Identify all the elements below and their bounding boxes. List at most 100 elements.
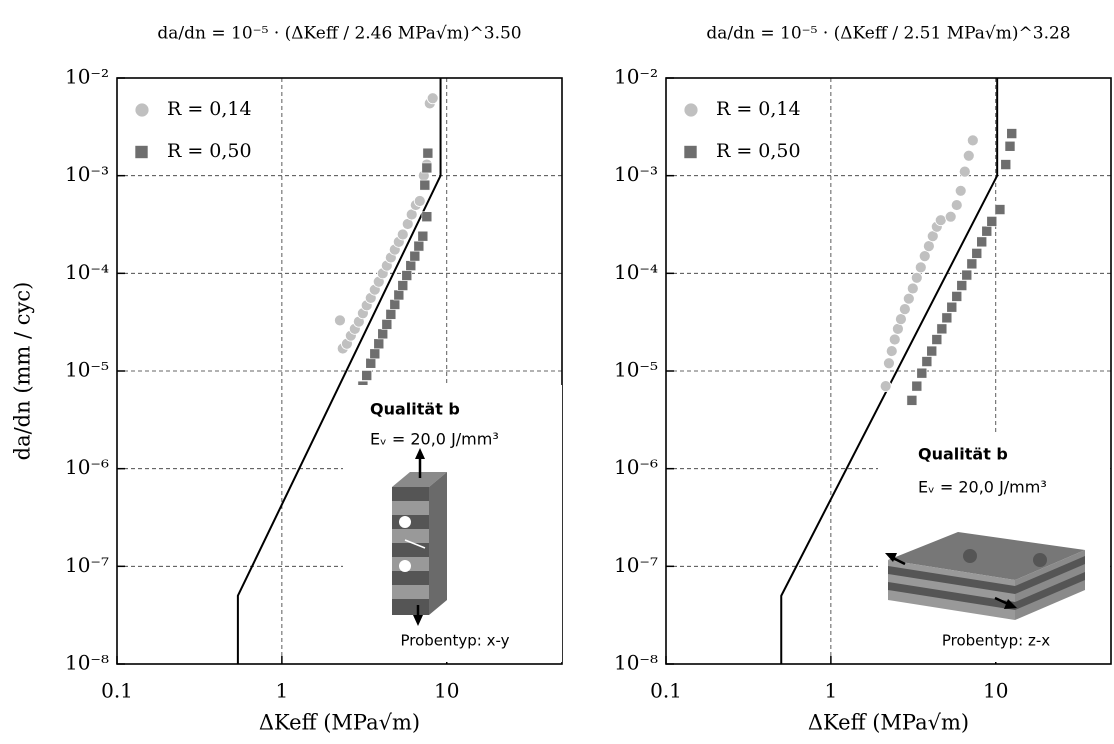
point bbox=[956, 280, 968, 291]
y-tick-label: 10⁻⁸ bbox=[614, 651, 658, 675]
y-tick-label: 10⁻³ bbox=[614, 162, 658, 186]
inset-energy: Eᵥ = 20,0 J/mm³ bbox=[918, 478, 1047, 497]
point bbox=[413, 195, 426, 207]
point bbox=[910, 271, 923, 284]
inset-box bbox=[343, 385, 1110, 662]
point bbox=[1006, 128, 1018, 139]
point bbox=[373, 338, 385, 350]
plot: 10⁻⁸ 10⁻⁷ 10⁻⁶ 10⁻⁵ 10⁻⁴ 10⁻³ 10⁻² 0.1 1 10 da/dn … bbox=[11, 24, 563, 735]
point bbox=[334, 314, 346, 327]
point bbox=[888, 333, 901, 346]
point bbox=[381, 319, 393, 330]
point bbox=[365, 357, 377, 369]
point bbox=[385, 309, 397, 320]
y-tick-label: 10⁻⁶ bbox=[614, 455, 658, 479]
point bbox=[916, 367, 928, 379]
y-tick-label: 10⁻⁴ bbox=[614, 260, 658, 284]
point bbox=[951, 291, 963, 302]
point bbox=[931, 334, 943, 345]
y-tick-label: 10⁻³ bbox=[65, 162, 109, 186]
legend-label: R = 0,14 bbox=[167, 98, 252, 120]
x-axis-label: ΔKeff (MPa√m) bbox=[259, 711, 420, 735]
chart-title: da/dn = 10⁻⁵ · (ΔKeff / 2.46 MPa√m)^3.50 bbox=[157, 24, 521, 44]
point bbox=[966, 258, 978, 270]
point bbox=[409, 250, 421, 262]
point bbox=[976, 236, 988, 248]
x-tick-label: 10 bbox=[983, 679, 1008, 703]
legend-marker bbox=[134, 145, 149, 159]
point bbox=[926, 345, 938, 357]
point bbox=[377, 328, 389, 340]
point bbox=[393, 289, 405, 301]
point bbox=[1000, 159, 1012, 170]
point bbox=[885, 345, 898, 357]
point bbox=[879, 380, 892, 393]
chart-title: da/dn = 10⁻⁵ · (ΔKeff / 2.51 MPa√m)^3.28 bbox=[706, 24, 1070, 44]
specimen-illustration bbox=[392, 448, 447, 626]
x-tick-label: 0.1 bbox=[101, 679, 133, 703]
plot-frame bbox=[665, 77, 1112, 665]
y-tick-label: 10⁻⁵ bbox=[614, 358, 658, 382]
legend-marker bbox=[683, 145, 698, 159]
point bbox=[921, 356, 933, 367]
point bbox=[401, 270, 413, 281]
legend-marker bbox=[683, 102, 699, 118]
y-tick-label: 10⁻² bbox=[614, 65, 658, 89]
point bbox=[417, 230, 429, 242]
point bbox=[994, 204, 1006, 215]
y-tick-label: 10⁻⁷ bbox=[65, 553, 109, 577]
plot-frame bbox=[116, 77, 563, 665]
point bbox=[421, 162, 433, 174]
inset-title: Qualität b bbox=[370, 400, 460, 419]
x-tick-label: 1 bbox=[825, 679, 838, 703]
point bbox=[413, 240, 425, 252]
point bbox=[934, 214, 947, 227]
y-tick-label: 10⁻⁴ bbox=[65, 260, 109, 284]
y-tick-label: 10⁻⁸ bbox=[65, 651, 109, 675]
legend-label: R = 0,14 bbox=[716, 98, 801, 120]
point bbox=[971, 248, 983, 259]
y-tick-label: 10⁻⁷ bbox=[614, 553, 658, 577]
x-axis-label: ΔKeff (MPa√m) bbox=[808, 711, 969, 735]
point bbox=[950, 199, 963, 211]
point bbox=[914, 261, 927, 274]
point bbox=[918, 250, 931, 263]
point bbox=[906, 282, 919, 295]
point bbox=[892, 322, 904, 335]
y-tick-label: 10⁻⁵ bbox=[65, 358, 109, 382]
point bbox=[419, 179, 431, 191]
point bbox=[389, 299, 401, 310]
inset-energy: Eᵥ = 20,0 J/mm³ bbox=[370, 430, 499, 449]
point bbox=[1004, 140, 1016, 152]
x-tick-label: 1 bbox=[276, 679, 289, 703]
point bbox=[941, 312, 953, 324]
point bbox=[405, 260, 417, 271]
point bbox=[986, 216, 998, 227]
inset-title: Qualität b bbox=[918, 445, 1008, 464]
point bbox=[958, 165, 971, 178]
specimen-illustration bbox=[885, 532, 1085, 620]
point bbox=[922, 240, 935, 253]
point bbox=[397, 280, 409, 291]
point bbox=[898, 303, 911, 316]
point bbox=[426, 92, 439, 105]
point bbox=[962, 149, 975, 162]
inset-specimen: Probentyp: z-x bbox=[942, 632, 1050, 650]
model-line bbox=[236, 78, 442, 664]
inset-background bbox=[343, 385, 562, 662]
plot: 10⁻⁸ 10⁻⁷ 10⁻⁶ 10⁻⁵ 10⁻⁴ 10⁻³ 10⁻² 0.1 1 10 da/dn … bbox=[614, 24, 1112, 735]
point bbox=[954, 184, 967, 197]
legend-label: R = 0,50 bbox=[167, 140, 252, 162]
point bbox=[902, 292, 915, 305]
point bbox=[946, 301, 958, 313]
y-axis-label: da/dn (mm / cyc) bbox=[11, 282, 35, 461]
point bbox=[396, 228, 409, 241]
point bbox=[944, 210, 957, 223]
x-tick-label: 10 bbox=[434, 679, 459, 703]
point bbox=[421, 211, 433, 223]
legend-marker bbox=[134, 102, 150, 118]
point bbox=[895, 313, 907, 325]
y-tick-label: 10⁻⁶ bbox=[65, 455, 109, 479]
point bbox=[911, 380, 923, 392]
